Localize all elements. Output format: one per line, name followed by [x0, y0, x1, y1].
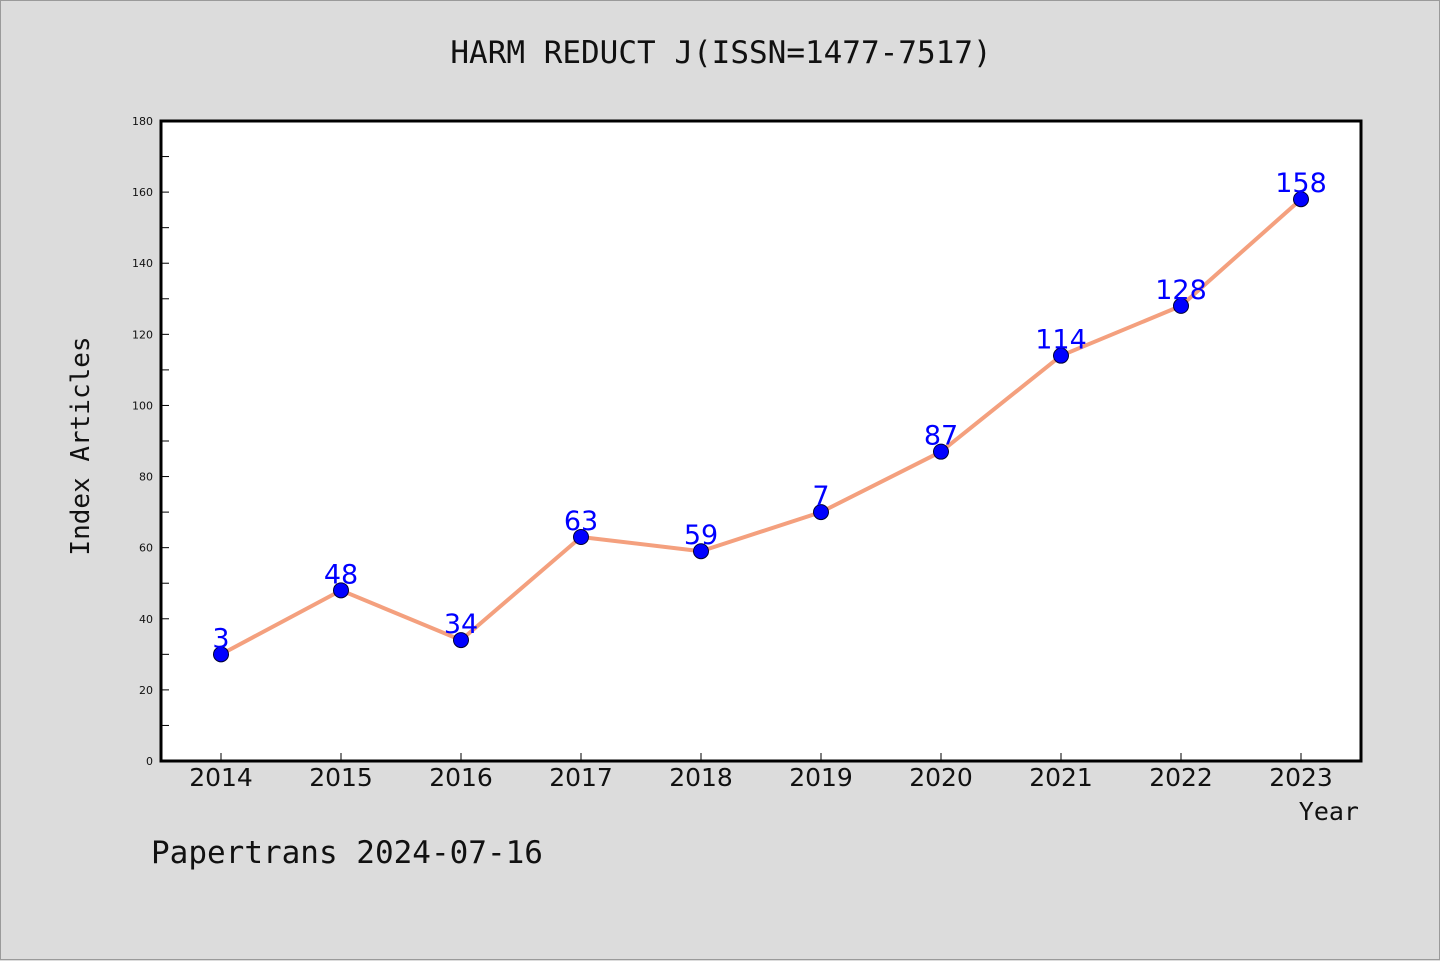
- x-tick-label: 2015: [309, 763, 373, 792]
- data-label: 158: [1275, 168, 1327, 199]
- y-tick-label: 0: [146, 755, 153, 768]
- y-tick-label: 20: [139, 684, 153, 697]
- data-label: 63: [564, 506, 598, 537]
- x-tick-label: 2017: [549, 763, 613, 792]
- y-tick-label: 180: [132, 115, 153, 128]
- y-tick-label: 100: [132, 399, 153, 412]
- data-point: [333, 582, 349, 599]
- plot-background: [161, 121, 1361, 761]
- y-tick-label: 120: [132, 328, 153, 341]
- data-label: 48: [324, 559, 358, 590]
- footer-credit: Papertrans 2024-07-16: [151, 835, 543, 871]
- data-label: 87: [924, 421, 958, 452]
- x-tick-label: 2022: [1149, 763, 1213, 792]
- data-point: [453, 632, 469, 649]
- data-point: [933, 443, 949, 460]
- data-point: [1053, 347, 1069, 364]
- data-label: 128: [1155, 275, 1207, 306]
- x-tick-label: 2018: [669, 763, 733, 792]
- series-line: [219, 197, 1303, 657]
- y-tick-label: 160: [132, 186, 153, 199]
- x-tick-label: 2014: [189, 763, 253, 792]
- x-tick-label: 2021: [1029, 763, 1093, 792]
- data-point: [1293, 191, 1309, 208]
- data-label: 114: [1035, 325, 1087, 356]
- data-point: [213, 646, 229, 663]
- data-point: [573, 529, 589, 545]
- x-tick-label: 2020: [909, 763, 973, 792]
- data-point: [1173, 297, 1189, 314]
- data-label: 7: [812, 481, 829, 512]
- y-tick-label: 80: [139, 471, 153, 484]
- y-tick-label: 60: [139, 542, 153, 555]
- y-tick-label: 140: [132, 257, 153, 270]
- x-tick-label: 2019: [789, 763, 853, 792]
- data-point: [813, 504, 829, 521]
- data-label: 59: [684, 520, 718, 551]
- data-label: 34: [444, 609, 478, 640]
- x-tick-label: 2023: [1269, 763, 1333, 792]
- x-axis-label: Year: [1298, 797, 1359, 826]
- chart-title: HARM REDUCT J(ISSN=1477-7517): [450, 35, 992, 71]
- data-label: 3: [212, 623, 229, 654]
- x-tick-label: 2016: [429, 763, 493, 792]
- y-tick-label: 40: [139, 613, 153, 626]
- data-point: [693, 543, 709, 560]
- plot-frame: [159, 119, 1363, 763]
